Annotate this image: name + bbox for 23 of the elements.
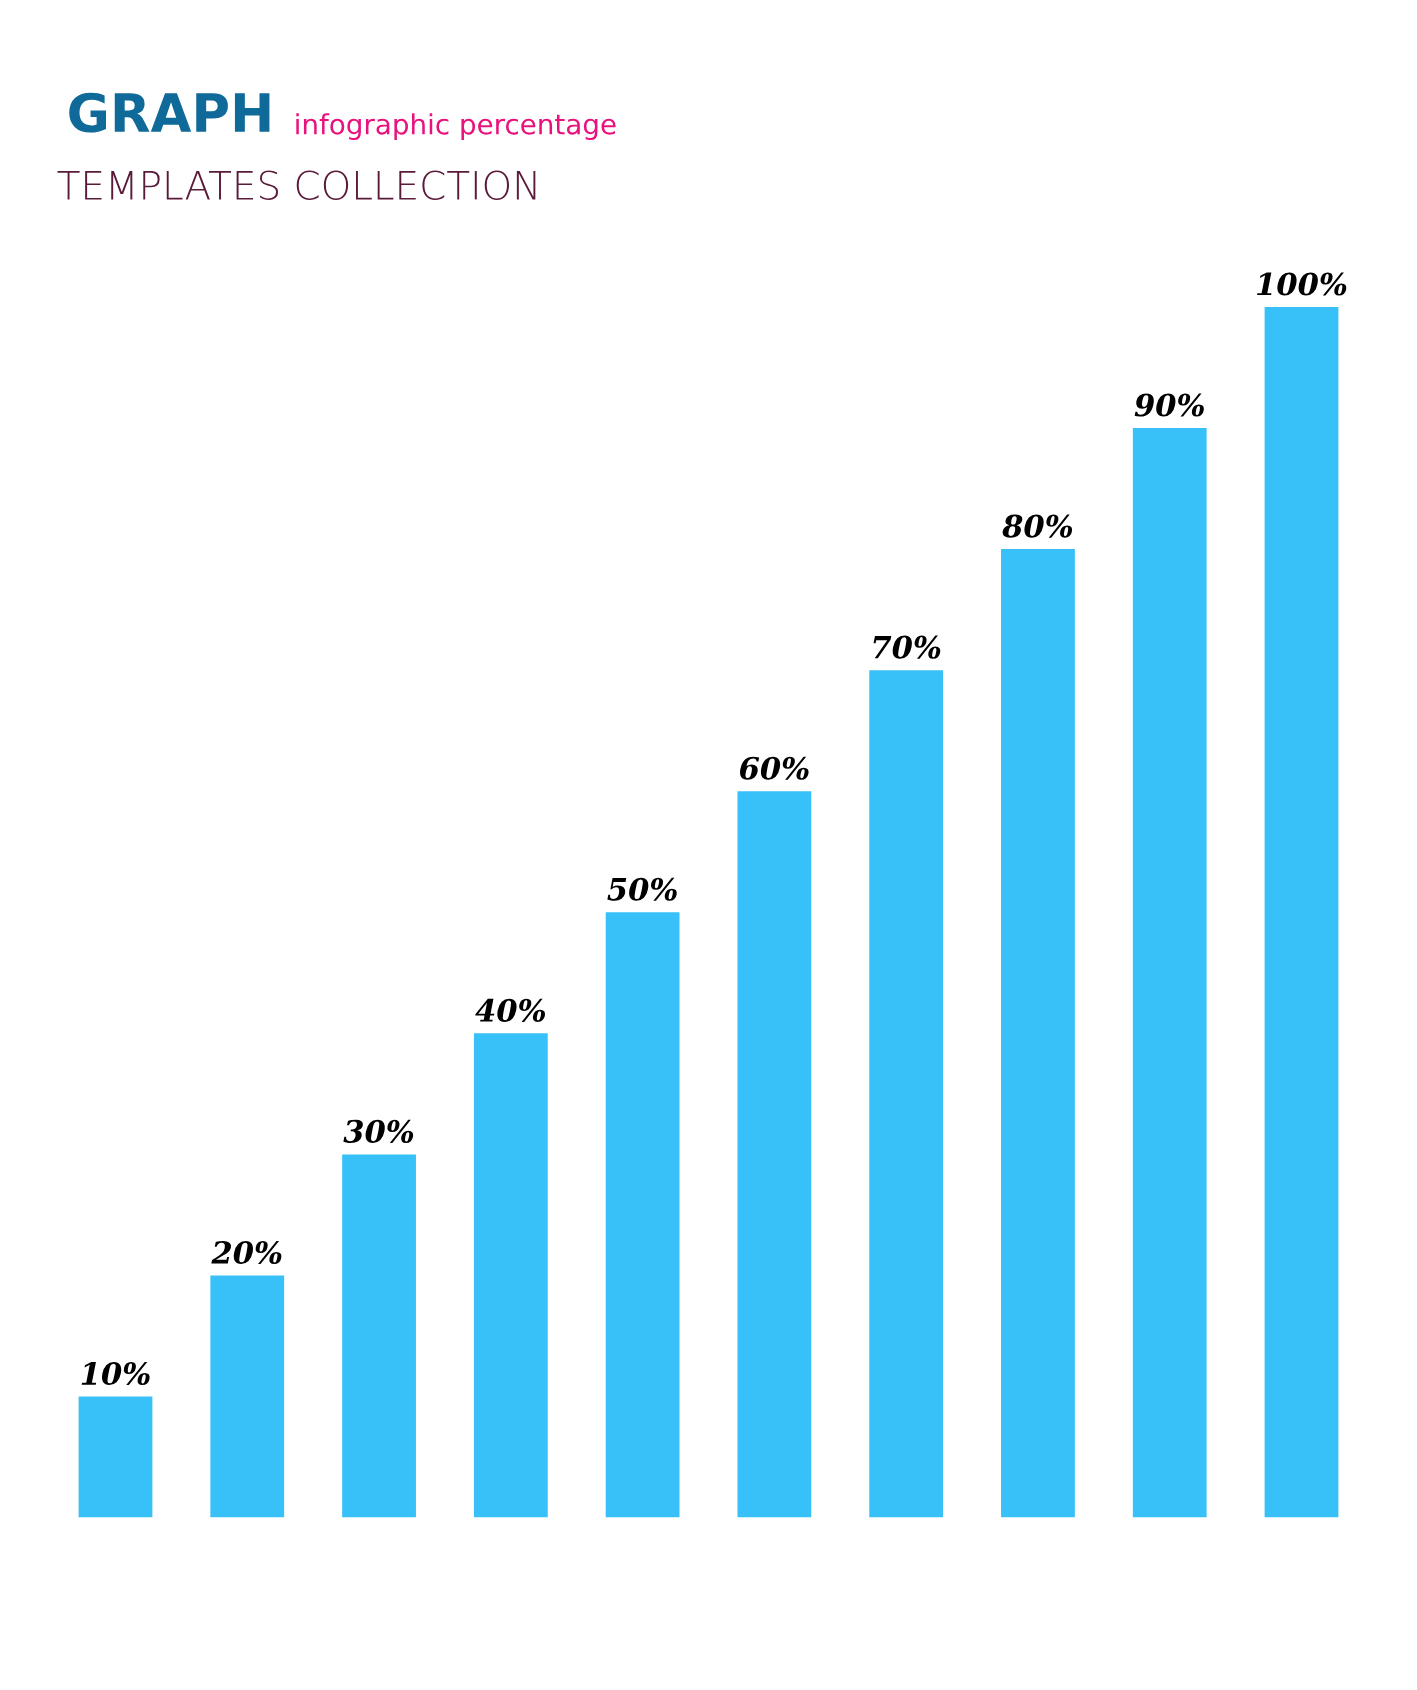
bar: [1264, 306, 1339, 1518]
data-label: 70%: [873, 635, 941, 659]
bar: [78, 1396, 153, 1518]
data-label: 100%: [1257, 272, 1347, 296]
bar: [342, 1154, 416, 1518]
data-label: 20%: [211, 1240, 282, 1265]
data-label: 60%: [740, 756, 809, 780]
data-label: 40%: [475, 998, 545, 1022]
text: TEMPLATES COLLECTION: [57, 170, 536, 200]
bar: [737, 791, 812, 1518]
bar: [1001, 549, 1075, 1518]
data-label: 30%: [343, 1119, 414, 1143]
bar: [869, 670, 944, 1518]
bar: [1132, 428, 1207, 1518]
chart-title: GRAPH: [69, 92, 270, 133]
data-label: 10%: [81, 1361, 150, 1386]
data-label: 50%: [607, 877, 677, 901]
data-label: 90%: [1134, 393, 1204, 417]
bar: [210, 1275, 285, 1518]
bar: [473, 1033, 548, 1518]
chart-subtitle: infographic percentage: [296, 113, 616, 141]
bar: [605, 912, 680, 1518]
data-label: 80%: [1002, 514, 1073, 538]
